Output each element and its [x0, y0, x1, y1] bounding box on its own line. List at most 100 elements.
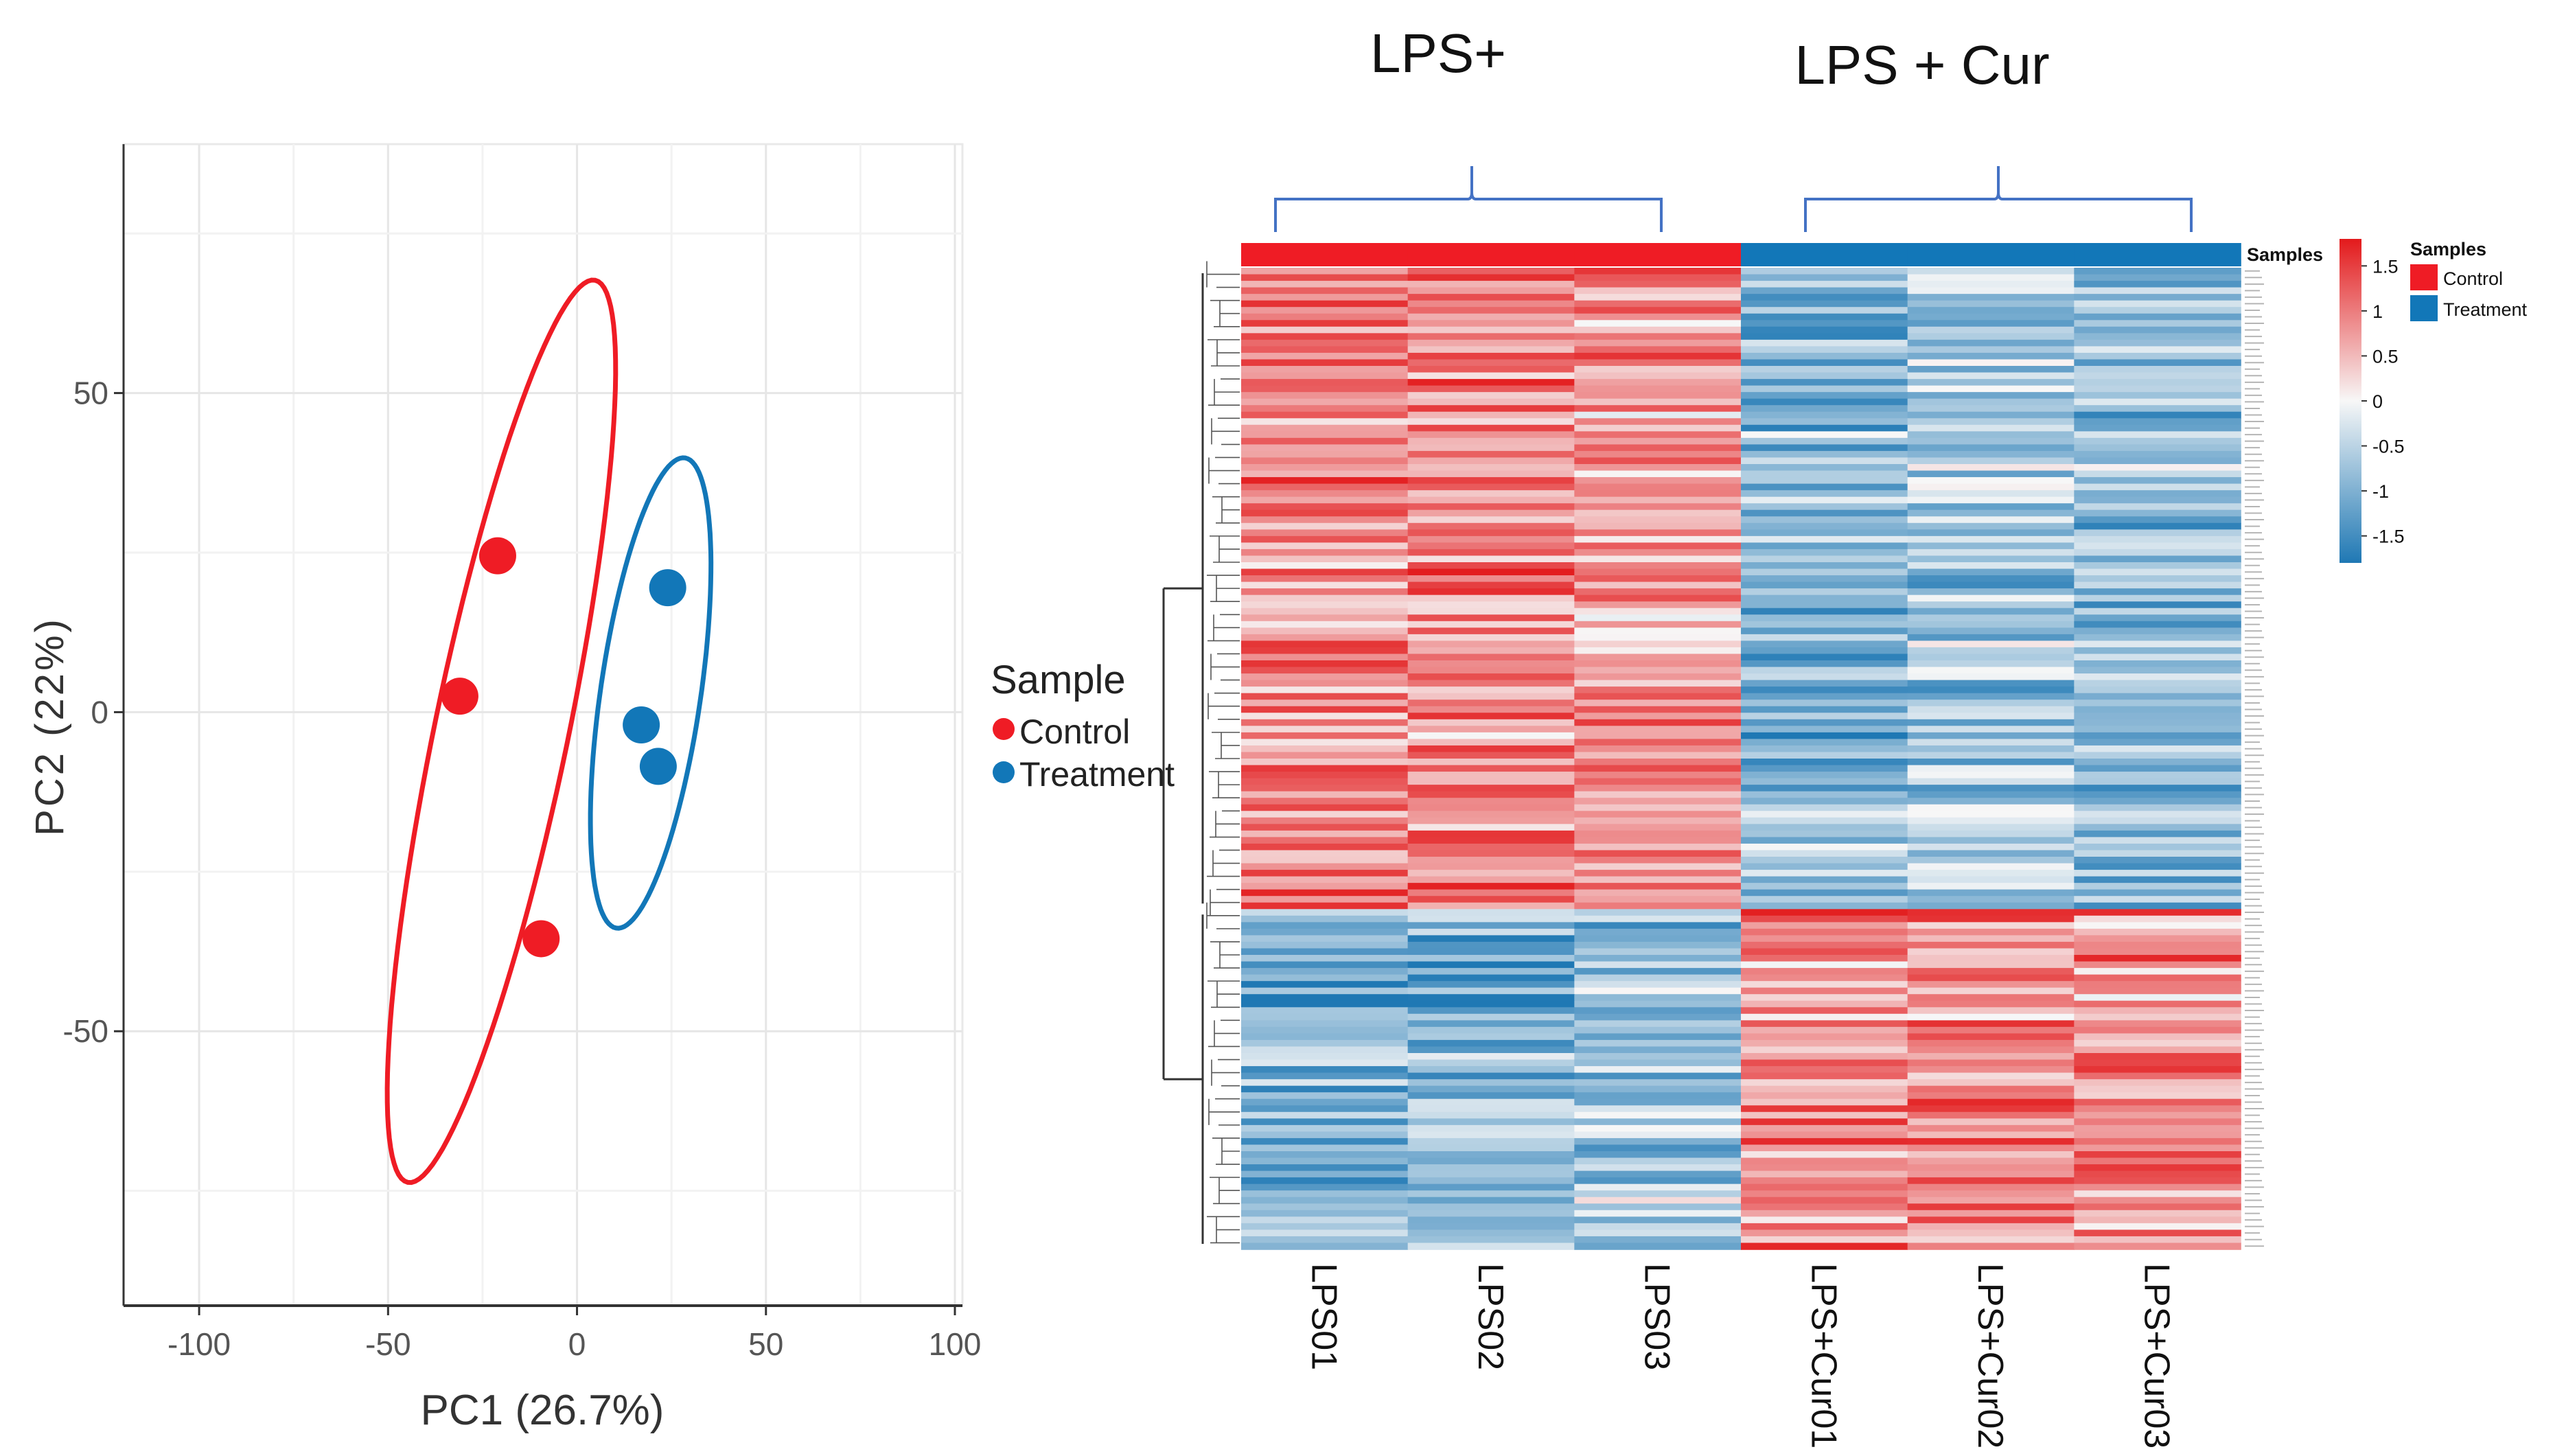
heatmap-cell — [2074, 870, 2241, 877]
heatmap-cell — [1907, 1164, 2075, 1172]
heatmap-cell — [2074, 922, 2241, 929]
heatmap-cell — [1741, 902, 1908, 910]
heatmap-cell — [1574, 405, 1742, 413]
heatmap-cell — [1907, 968, 2075, 975]
heatmap-cell — [1407, 562, 1575, 570]
heatmap-cell — [1407, 450, 1575, 459]
heatmap-cell — [2074, 1197, 2241, 1205]
heatmap-cell — [2074, 1151, 2241, 1159]
heatmap-cell — [2074, 268, 2241, 275]
heatmap-cell — [1241, 994, 1409, 1002]
heatmap-cell — [1741, 594, 1908, 602]
heatmap-cell — [2074, 876, 2241, 883]
heatmap-cell — [1241, 824, 1409, 831]
heatmap-cell — [1907, 843, 2075, 851]
heatmap-cell — [1241, 706, 1409, 714]
row-dendrogram — [1162, 261, 1240, 1244]
heatmap-cell — [1741, 509, 1908, 518]
heatmap-cell — [1241, 719, 1409, 727]
heatmap-cell — [1407, 1072, 1575, 1080]
heatmap-cell — [1907, 981, 2075, 989]
heatmap-cell — [2074, 313, 2241, 321]
heatmap-cell — [2074, 437, 2241, 446]
heatmap-cell — [1407, 535, 1575, 544]
heatmap-cell — [1407, 843, 1575, 851]
heatmap-cell — [1741, 1183, 1908, 1191]
heatmap-cell — [1574, 581, 1742, 589]
heatmap-cell — [1907, 928, 2075, 936]
heatmap-cell — [1407, 785, 1575, 792]
heatmap-cell — [1574, 516, 1742, 524]
heatmap-cell — [1741, 444, 1908, 452]
heatmap-cell — [1574, 843, 1742, 851]
heatmap-cell — [1741, 477, 1908, 485]
heatmap-cell — [1407, 928, 1575, 936]
heatmap-cell — [1407, 824, 1575, 831]
heatmap-cell — [1241, 437, 1409, 446]
heatmap-cell — [1407, 1124, 1575, 1133]
heatmap-cell — [1741, 352, 1908, 360]
heatmap-cell — [1407, 1026, 1575, 1035]
dendrogram-root — [1162, 587, 1203, 1081]
heatmap-cell — [1407, 575, 1575, 583]
heatmap-panel: LPS+ LPS + Cur Samples LPS01 LPS02 LPS03 LP… — [1162, 23, 2528, 1448]
heatmap-cell — [1407, 883, 1575, 890]
heatmap-cell — [1907, 1144, 2075, 1152]
heatmap-cell — [1907, 1118, 2075, 1126]
heatmap-cell — [1241, 1216, 1409, 1224]
heatmap-cell — [1407, 594, 1575, 602]
heatmap-cell — [1241, 326, 1409, 334]
heatmap-cell — [1574, 1210, 1742, 1218]
heatmap-cell — [2074, 719, 2241, 727]
heatmap-cell — [1241, 274, 1409, 281]
heatmap-cell — [1241, 1236, 1409, 1244]
heatmap-cell — [1407, 837, 1575, 844]
heatmap-cell — [1741, 1118, 1908, 1126]
heatmap-cell — [1741, 1072, 1908, 1080]
heatmap-cell — [2074, 333, 2241, 340]
heatmap-cell — [2074, 1111, 2241, 1120]
heatmap-cell — [1241, 372, 1409, 380]
heatmap-cell — [1741, 739, 1908, 746]
heatmap-cell — [1741, 346, 1908, 354]
heatmap-cell — [1907, 601, 2075, 609]
heatmap-cell — [1574, 431, 1742, 439]
heatmap-cell — [1241, 660, 1409, 668]
heatmap-cell — [2074, 647, 2241, 655]
pca-x-tick-label: -100 — [167, 1326, 231, 1362]
heatmap-cell — [1407, 457, 1575, 465]
heatmap-cell — [1574, 968, 1742, 975]
heatmap-cell — [1741, 778, 1908, 785]
heatmap-cell — [1574, 594, 1742, 602]
heatmap-cell — [1574, 496, 1742, 504]
annotation-cell — [1241, 243, 1409, 266]
heatmap-cell — [1741, 339, 1908, 347]
heatmap-cell — [2074, 594, 2241, 602]
heatmap-cell — [1574, 974, 1742, 982]
heatmap-cell — [2074, 562, 2241, 570]
heatmap-cell — [2074, 1118, 2241, 1126]
heatmap-cell — [1407, 418, 1575, 426]
heatmap-cell — [1241, 680, 1409, 687]
heatmap-cell — [1407, 529, 1575, 537]
heatmap-cell — [2074, 732, 2241, 740]
heatmap-cell — [1241, 765, 1409, 772]
heatmap-cell — [1574, 889, 1742, 897]
heatmap-cell — [1574, 654, 1742, 661]
heatmap-cell — [1241, 359, 1409, 367]
heatmap-cell — [2074, 1203, 2241, 1211]
heatmap-cell — [1241, 450, 1409, 459]
heatmap-cell — [1907, 1092, 2075, 1100]
heatmap-cell — [1241, 772, 1409, 779]
heatmap-cell — [1241, 575, 1409, 583]
heatmap-cell — [1741, 876, 1908, 883]
heatmap-cell — [1241, 739, 1409, 746]
heatmap-cell — [1241, 1072, 1409, 1080]
heatmap-cell — [1241, 457, 1409, 465]
heatmap-cell — [1741, 817, 1908, 825]
heatmap-cell — [1574, 568, 1742, 576]
heatmap-cell — [1241, 411, 1409, 419]
heatmap-cell — [1241, 627, 1409, 635]
heatmap-cell — [1407, 1190, 1575, 1198]
heatmap-cell — [1574, 1197, 1742, 1205]
